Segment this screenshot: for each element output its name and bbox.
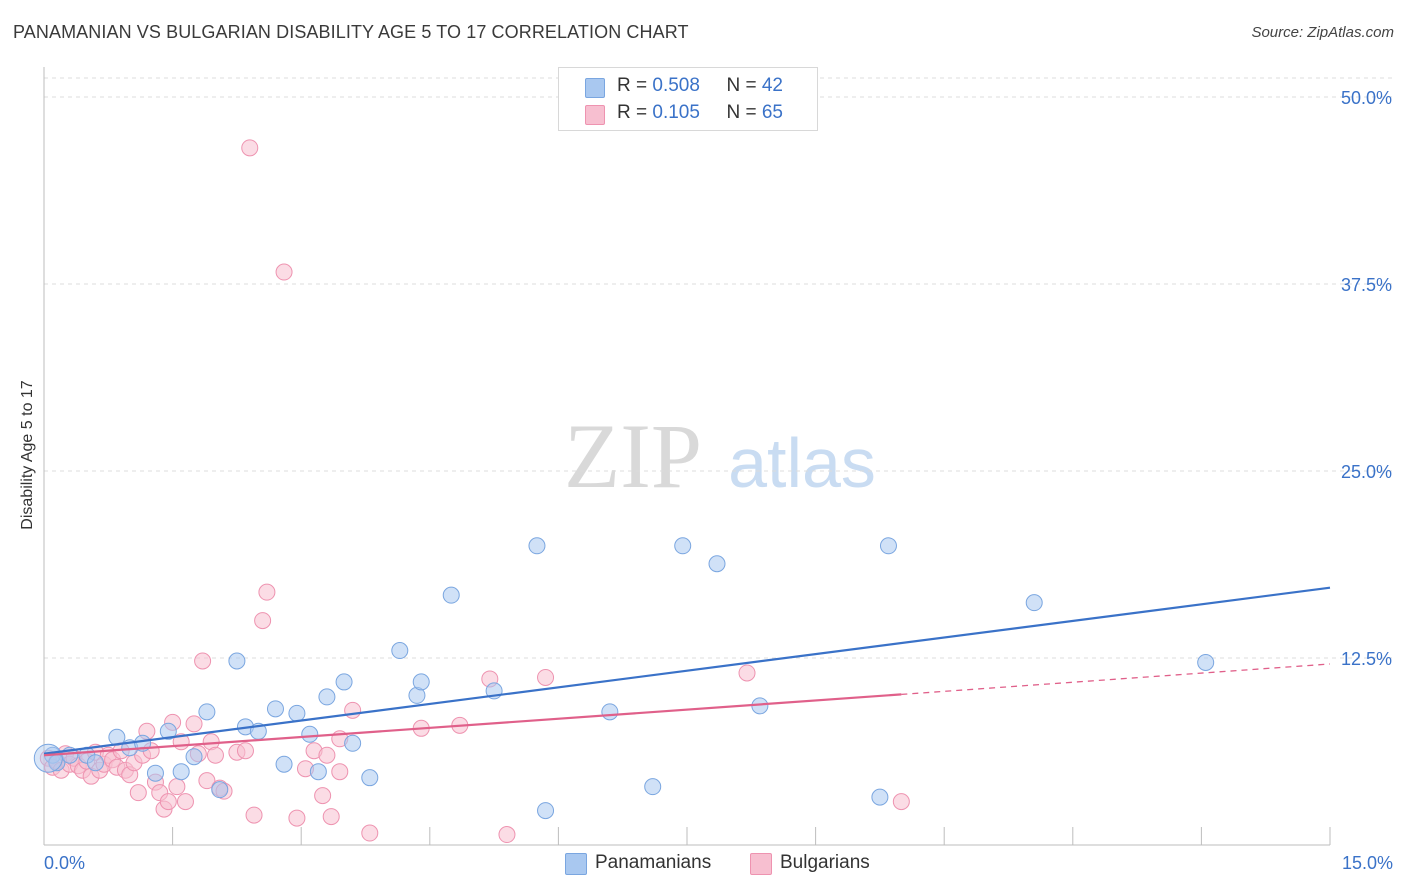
bulgarians-point (168, 778, 186, 796)
bulgarians-point (245, 806, 263, 824)
bulgarians-point (185, 715, 203, 733)
panamanians-point (442, 586, 460, 604)
x-tick-label-max: 15.0% (1341, 853, 1393, 873)
legend-n-value: 42 (761, 75, 783, 96)
bulgarians-point (318, 746, 336, 764)
panamanians-point (412, 673, 430, 691)
panamanians-swatch (565, 853, 587, 875)
chart-title: PANAMANIAN VS BULGARIAN DISABILITY AGE 5… (13, 22, 689, 42)
source-label: Source: ZipAtlas.com (1251, 24, 1394, 41)
bulgarians-point (194, 652, 212, 670)
trend-lines (43, 586, 1331, 757)
bulgarians-point (236, 742, 254, 760)
panamanians-point (871, 788, 889, 806)
bulgarians-point (176, 793, 194, 811)
legend-n-value: 65 (761, 102, 783, 123)
correlation-legend: R = 0.508 N = 42 R = 0.105 N = 65 (558, 67, 818, 131)
panamanians-point (361, 769, 379, 787)
bulgarians-point (129, 784, 147, 802)
panamanians-point (644, 778, 662, 796)
bulgarians-point (206, 746, 224, 764)
bulgarians-point (314, 787, 332, 805)
bulgarians-swatch (750, 853, 772, 875)
legend-r-value: 0.105 (652, 102, 700, 123)
watermark-zip: ZIP (564, 405, 702, 507)
bulgarians-point (331, 763, 349, 781)
panamanians-point (674, 537, 692, 555)
panamanians-point (391, 642, 409, 660)
panamanians-point (344, 734, 362, 752)
panamanians-point (537, 802, 555, 820)
panamanians-points (33, 537, 1215, 820)
axes (43, 67, 1331, 846)
y-tick-label: 12.5% (1341, 649, 1392, 669)
panamanians-point (288, 704, 306, 722)
x-tick-label-min: 0.0% (44, 853, 86, 873)
panamanians-point (301, 725, 319, 743)
legend-n-label: N = (726, 75, 762, 96)
bulgarians-point (361, 824, 379, 842)
bulgarians-point (498, 826, 516, 844)
legend-r-label: R = (617, 75, 653, 96)
panamanians-point (185, 748, 203, 766)
bulgarians-point (254, 612, 272, 630)
y-tick-label: 50.0% (1341, 88, 1392, 108)
bulgarians-label: Bulgarians (780, 852, 870, 873)
bulgarians-point (258, 583, 276, 601)
bulgarians-trend-line-dashed (901, 663, 1331, 696)
bulgarians-point (738, 664, 756, 682)
bulgarians-point (344, 701, 362, 719)
panamanians-point (318, 688, 336, 706)
legend-swatch-pink (585, 105, 605, 125)
legend-swatch-blue (585, 78, 605, 98)
panamanians-label: Panamanians (595, 852, 712, 873)
watermark-atlas: atlas (728, 424, 876, 502)
panamanians-point (159, 722, 177, 740)
panamanians-point (335, 673, 353, 691)
panamanians-trend-line (43, 586, 1331, 755)
bulgarians-point (275, 263, 293, 281)
panamanians-point (275, 755, 293, 773)
panamanians-point (198, 703, 216, 721)
y-tick-labels: 12.5% 25.0% 37.5% 50.0% (1341, 88, 1392, 669)
panamanians-point (146, 764, 164, 782)
panamanians-point (228, 652, 246, 670)
bulgarians-point (159, 793, 177, 811)
y-tick-label: 37.5% (1341, 275, 1392, 295)
panamanians-point (528, 537, 546, 555)
y-tick-label: 25.0% (1341, 462, 1392, 482)
bulgarians-point (537, 668, 555, 686)
bulgarians-point (288, 809, 306, 827)
bulgarians-point (241, 139, 259, 157)
bulgarians-point (322, 808, 340, 826)
legend-n-label: N = (726, 102, 762, 123)
bulgarians-trend-line (43, 693, 902, 757)
legend-r-value: 0.508 (652, 75, 700, 96)
panamanians-point (601, 703, 619, 721)
watermark: ZIP atlas (564, 405, 876, 507)
y-axis-title: Disability Age 5 to 17 (19, 380, 36, 530)
panamanians-point (708, 555, 726, 573)
legend-r-label: R = (617, 102, 653, 123)
panamanians-point (879, 537, 897, 555)
panamanians-point (1025, 594, 1043, 612)
bulgarians-point (198, 772, 216, 790)
panamanians-point (309, 763, 327, 781)
panamanians-point (33, 743, 63, 773)
panamanians-point (266, 700, 284, 718)
panamanians-point (211, 781, 229, 799)
bulgarians-point (892, 793, 910, 811)
panamanians-point (86, 754, 104, 772)
panamanians-point (172, 763, 190, 781)
panamanians-point (1197, 653, 1215, 671)
